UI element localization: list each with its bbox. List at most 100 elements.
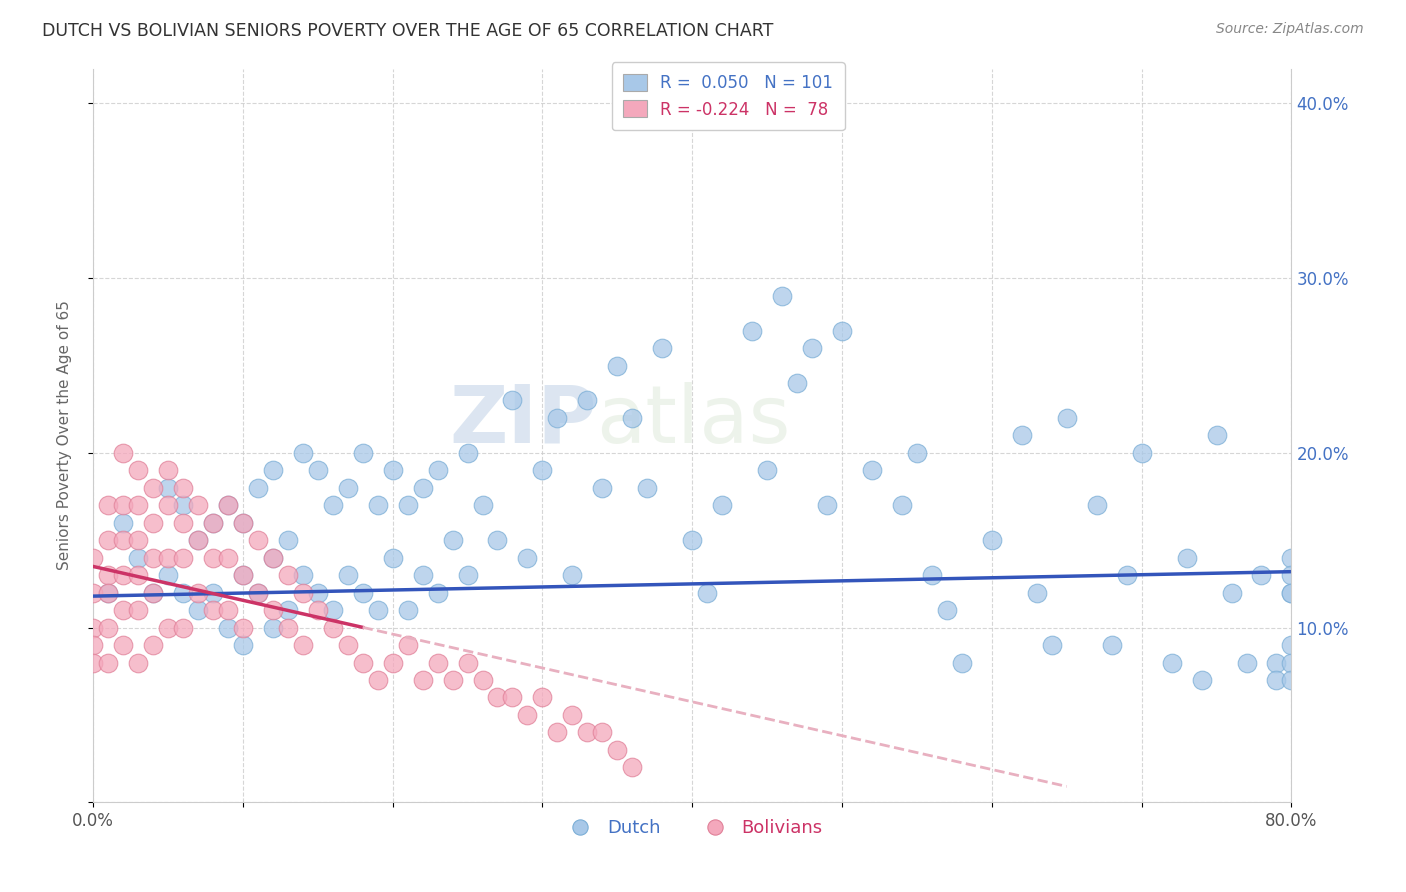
Point [815,498,838,512]
Point [516,707,538,722]
Point [412,481,434,495]
Point [516,550,538,565]
Point [322,498,344,512]
Point [1265,673,1288,687]
Point [1250,568,1272,582]
Point [262,550,284,565]
Point [156,568,179,582]
Point [336,568,359,582]
Point [156,481,179,495]
Point [471,498,494,512]
Point [291,446,314,460]
Point [561,568,583,582]
Point [97,656,120,670]
Point [412,568,434,582]
Point [1056,411,1078,425]
Point [246,585,269,599]
Point [97,585,120,599]
Point [246,481,269,495]
Point [156,498,179,512]
Point [232,568,254,582]
Point [576,393,599,408]
Point [277,568,299,582]
Point [232,638,254,652]
Point [396,498,419,512]
Point [142,550,165,565]
Point [606,743,628,757]
Point [1265,656,1288,670]
Point [201,550,224,565]
Point [111,568,134,582]
Point [741,324,763,338]
Point [651,341,673,355]
Point [217,498,239,512]
Point [307,463,329,477]
Point [97,498,120,512]
Point [111,498,134,512]
Point [980,533,1002,548]
Point [232,621,254,635]
Point [187,603,209,617]
Point [201,516,224,530]
Text: Source: ZipAtlas.com: Source: ZipAtlas.com [1216,22,1364,37]
Point [1281,638,1303,652]
Point [262,621,284,635]
Point [1011,428,1033,442]
Point [1236,656,1258,670]
Point [426,585,449,599]
Point [621,760,644,774]
Point [336,481,359,495]
Point [1130,446,1153,460]
Point [172,481,194,495]
Point [127,533,149,548]
Point [591,725,613,739]
Point [1281,656,1303,670]
Point [1175,550,1198,565]
Point [246,585,269,599]
Point [1040,638,1063,652]
Point [831,324,853,338]
Point [935,603,957,617]
Point [232,568,254,582]
Point [891,498,914,512]
Point [367,498,389,512]
Point [82,638,104,652]
Point [187,498,209,512]
Point [232,516,254,530]
Point [97,621,120,635]
Point [696,585,718,599]
Point [396,603,419,617]
Point [172,498,194,512]
Point [486,533,509,548]
Point [172,516,194,530]
Point [636,481,658,495]
Legend: Dutch, Bolivians: Dutch, Bolivians [554,812,830,845]
Point [97,568,120,582]
Point [111,446,134,460]
Point [127,568,149,582]
Point [82,550,104,565]
Y-axis label: Seniors Poverty Over the Age of 65: Seniors Poverty Over the Age of 65 [58,301,72,570]
Point [531,690,554,705]
Point [1101,638,1123,652]
Point [127,603,149,617]
Point [396,638,419,652]
Point [1115,568,1137,582]
Point [111,638,134,652]
Point [291,568,314,582]
Point [172,550,194,565]
Point [381,550,404,565]
Point [142,516,165,530]
Text: DUTCH VS BOLIVIAN SENIORS POVERTY OVER THE AGE OF 65 CORRELATION CHART: DUTCH VS BOLIVIAN SENIORS POVERTY OVER T… [42,22,773,40]
Point [457,656,479,670]
Point [201,585,224,599]
Point [606,359,628,373]
Point [156,463,179,477]
Point [82,585,104,599]
Point [201,603,224,617]
Point [457,446,479,460]
Point [127,498,149,512]
Point [441,673,464,687]
Point [471,673,494,687]
Point [127,463,149,477]
